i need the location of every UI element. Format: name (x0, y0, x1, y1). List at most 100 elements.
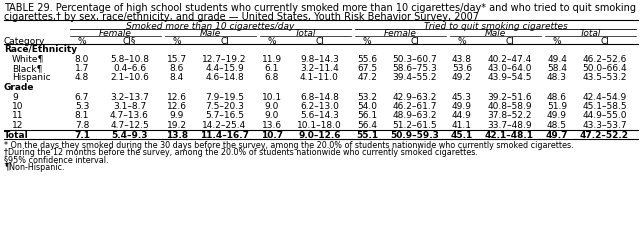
Text: 42.4–54.9: 42.4–54.9 (583, 93, 627, 101)
Text: 43.3–53.7: 43.3–53.7 (582, 121, 627, 130)
Text: 40.8–58.9: 40.8–58.9 (487, 102, 532, 111)
Text: Category: Category (4, 36, 46, 45)
Text: 14.2–25.4: 14.2–25.4 (203, 121, 247, 130)
Text: 58.6–75.3: 58.6–75.3 (392, 64, 437, 73)
Text: CI: CI (220, 36, 229, 45)
Text: 15.7: 15.7 (167, 55, 187, 64)
Text: 13.8: 13.8 (166, 130, 188, 139)
Text: 0.4–6.6: 0.4–6.6 (113, 64, 146, 73)
Text: Total: Total (4, 130, 29, 139)
Text: 5.3: 5.3 (75, 102, 89, 111)
Text: 3.1–8.7: 3.1–8.7 (113, 102, 146, 111)
Text: §95% confidence interval.: §95% confidence interval. (4, 155, 108, 164)
Text: 9.0–12.6: 9.0–12.6 (298, 130, 341, 139)
Text: Male: Male (485, 30, 506, 39)
Text: 7.1: 7.1 (74, 130, 90, 139)
Text: 4.1–11.0: 4.1–11.0 (300, 74, 339, 83)
Text: 9.0: 9.0 (265, 102, 279, 111)
Text: 48.3: 48.3 (547, 74, 567, 83)
Text: 5.7–16.5: 5.7–16.5 (205, 111, 244, 120)
Text: * On the days they smoked during the 30 days before the survey, among the 20.0% : * On the days they smoked during the 30 … (4, 140, 574, 149)
Text: 9: 9 (12, 93, 18, 101)
Text: 42.1–48.1: 42.1–48.1 (485, 130, 534, 139)
Text: 45.1–58.5: 45.1–58.5 (582, 102, 627, 111)
Text: CI: CI (410, 36, 419, 45)
Text: 49.4: 49.4 (547, 55, 567, 64)
Text: 56.4: 56.4 (357, 121, 377, 130)
Text: Total: Total (295, 30, 316, 39)
Text: 51.9: 51.9 (547, 102, 567, 111)
Text: 55.1: 55.1 (356, 130, 378, 139)
Text: 47.2: 47.2 (357, 74, 377, 83)
Text: 12: 12 (12, 121, 23, 130)
Text: 6.1: 6.1 (265, 64, 279, 73)
Text: %: % (78, 36, 87, 45)
Text: 45.3: 45.3 (452, 93, 472, 101)
Text: 5.4–9.3: 5.4–9.3 (112, 130, 147, 139)
Text: 10.1–18.0: 10.1–18.0 (297, 121, 342, 130)
Text: Hispanic: Hispanic (12, 74, 51, 83)
Text: 43.9–54.5: 43.9–54.5 (487, 74, 532, 83)
Text: 4.6–14.8: 4.6–14.8 (205, 74, 244, 83)
Text: 48.9–63.2: 48.9–63.2 (392, 111, 437, 120)
Text: 67.5: 67.5 (357, 64, 377, 73)
Text: cigarettes,† by sex, race/ethnicity, and grade — United States, Youth Risk Behav: cigarettes,† by sex, race/ethnicity, and… (4, 12, 479, 22)
Text: 58.4: 58.4 (547, 64, 567, 73)
Text: 8.4: 8.4 (170, 74, 184, 83)
Text: 12.6: 12.6 (167, 93, 187, 101)
Text: TABLE 29. Percentage of high school students who currently smoked more than 10 c: TABLE 29. Percentage of high school stud… (4, 3, 636, 13)
Text: %: % (363, 36, 371, 45)
Text: 49.2: 49.2 (452, 74, 472, 83)
Text: 56.1: 56.1 (357, 111, 377, 120)
Text: 39.2–51.6: 39.2–51.6 (487, 93, 532, 101)
Text: 4.7–13.6: 4.7–13.6 (110, 111, 149, 120)
Text: Race/Ethnicity: Race/Ethnicity (4, 45, 77, 54)
Text: 54.0: 54.0 (357, 102, 377, 111)
Text: 40.2–47.4: 40.2–47.4 (487, 55, 531, 64)
Text: 39.4–55.2: 39.4–55.2 (392, 74, 437, 83)
Text: 9.0: 9.0 (265, 111, 279, 120)
Text: 42.9–63.2: 42.9–63.2 (392, 93, 437, 101)
Text: 6.8: 6.8 (265, 74, 279, 83)
Text: Black¶: Black¶ (12, 64, 42, 73)
Text: †During the 12 months before the survey, among the 20.0% of students nationwide : †During the 12 months before the survey,… (4, 148, 478, 157)
Text: 19.2: 19.2 (167, 121, 187, 130)
Text: %: % (172, 36, 181, 45)
Text: 53.6: 53.6 (452, 64, 472, 73)
Text: 4.4–15.9: 4.4–15.9 (205, 64, 244, 73)
Text: 43.5–53.2: 43.5–53.2 (582, 74, 627, 83)
Text: 50.3–60.7: 50.3–60.7 (392, 55, 437, 64)
Text: 51.2–61.5: 51.2–61.5 (392, 121, 437, 130)
Text: Grade: Grade (4, 83, 35, 92)
Text: 50.9–59.3: 50.9–59.3 (390, 130, 439, 139)
Text: 10: 10 (12, 102, 24, 111)
Text: %: % (268, 36, 276, 45)
Text: 49.9: 49.9 (547, 111, 567, 120)
Text: 37.8–52.2: 37.8–52.2 (487, 111, 532, 120)
Text: 9.9: 9.9 (170, 111, 184, 120)
Text: 11.9: 11.9 (262, 55, 282, 64)
Text: 48.6: 48.6 (547, 93, 567, 101)
Text: 11: 11 (12, 111, 24, 120)
Text: 3.2–11.4: 3.2–11.4 (300, 64, 339, 73)
Text: CI: CI (505, 36, 514, 45)
Text: 33.7–48.9: 33.7–48.9 (487, 121, 532, 130)
Text: %: % (458, 36, 466, 45)
Text: 6.8–14.8: 6.8–14.8 (300, 93, 339, 101)
Text: 45.1: 45.1 (451, 130, 473, 139)
Text: White¶: White¶ (12, 55, 44, 64)
Text: CI: CI (600, 36, 609, 45)
Text: 49.7: 49.7 (545, 130, 569, 139)
Text: 7.9–19.5: 7.9–19.5 (205, 93, 244, 101)
Text: %: % (553, 36, 562, 45)
Text: Smoked more than 10 cigarettes/day: Smoked more than 10 cigarettes/day (126, 22, 295, 31)
Text: Female: Female (99, 30, 132, 39)
Text: Female: Female (384, 30, 417, 39)
Text: 12.6: 12.6 (167, 102, 187, 111)
Text: 5.8–10.8: 5.8–10.8 (110, 55, 149, 64)
Text: 6.2–13.0: 6.2–13.0 (300, 102, 339, 111)
Text: 8.6: 8.6 (170, 64, 184, 73)
Text: 9.8–14.3: 9.8–14.3 (300, 55, 339, 64)
Text: 46.2–52.6: 46.2–52.6 (582, 55, 627, 64)
Text: 10.1: 10.1 (262, 93, 282, 101)
